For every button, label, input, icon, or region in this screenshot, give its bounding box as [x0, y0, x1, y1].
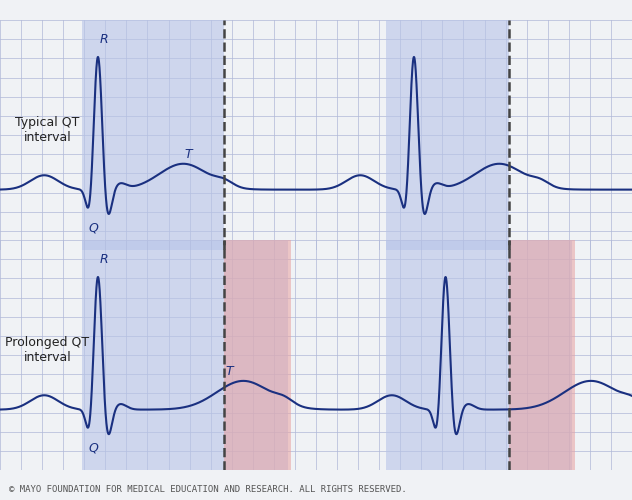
Text: © MAYO FOUNDATION FOR MEDICAL EDUCATION AND RESEARCH. ALL RIGHTS RESERVED.: © MAYO FOUNDATION FOR MEDICAL EDUCATION …: [9, 485, 407, 494]
Bar: [224, 240, 291, 470]
Text: R: R: [99, 253, 108, 266]
Text: T: T: [226, 365, 233, 378]
Text: T: T: [185, 148, 192, 161]
Text: Q: Q: [88, 221, 99, 234]
Text: Typical QT
interval: Typical QT interval: [15, 116, 80, 144]
Bar: [386, 20, 509, 250]
Bar: [82, 240, 288, 470]
Bar: [509, 240, 575, 470]
Bar: [386, 240, 572, 470]
Bar: [82, 20, 224, 250]
Text: Prolonged QT
interval: Prolonged QT interval: [5, 336, 90, 364]
Text: R: R: [99, 33, 108, 46]
Text: Q: Q: [88, 441, 99, 454]
